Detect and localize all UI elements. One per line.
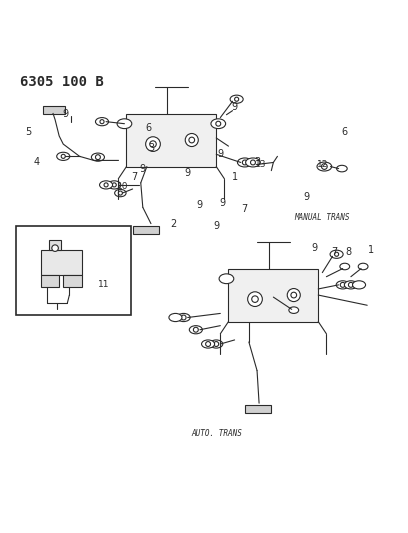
Text: 1: 1	[368, 245, 375, 255]
Text: AUTO. TRANS: AUTO. TRANS	[192, 429, 243, 438]
Bar	[133, 225, 159, 234]
Text: 9: 9	[217, 149, 224, 159]
Ellipse shape	[100, 181, 113, 189]
Text: 9: 9	[140, 164, 146, 174]
Circle shape	[287, 288, 300, 302]
Circle shape	[206, 342, 211, 346]
Circle shape	[95, 155, 100, 159]
Circle shape	[100, 119, 104, 124]
Circle shape	[104, 183, 108, 187]
Ellipse shape	[330, 250, 343, 259]
Text: 11: 11	[98, 280, 110, 289]
Circle shape	[193, 327, 198, 332]
Circle shape	[185, 133, 198, 147]
Bar	[43, 106, 65, 114]
Ellipse shape	[177, 313, 190, 321]
Text: 4: 4	[33, 157, 40, 167]
Ellipse shape	[117, 119, 132, 128]
Ellipse shape	[169, 313, 182, 321]
Bar	[49, 240, 61, 250]
Text: 9: 9	[311, 243, 317, 253]
Text: 3: 3	[148, 143, 154, 153]
Ellipse shape	[202, 340, 215, 348]
Text: 5: 5	[25, 127, 32, 137]
Text: 6: 6	[341, 127, 348, 137]
Circle shape	[189, 137, 195, 143]
Circle shape	[52, 245, 58, 252]
Bar	[16, 225, 131, 316]
Ellipse shape	[91, 153, 104, 161]
Ellipse shape	[211, 119, 226, 128]
Text: 7: 7	[331, 247, 338, 257]
Circle shape	[235, 97, 239, 101]
Ellipse shape	[95, 118, 109, 126]
Text: 2: 2	[170, 219, 177, 229]
Text: 9: 9	[197, 200, 203, 211]
Ellipse shape	[219, 274, 234, 284]
Ellipse shape	[237, 158, 252, 167]
Ellipse shape	[358, 263, 368, 270]
Text: 7: 7	[131, 172, 138, 182]
Bar	[228, 269, 318, 321]
Text: 1: 1	[231, 172, 238, 182]
Circle shape	[118, 191, 122, 195]
Text: 3: 3	[254, 157, 260, 167]
Circle shape	[242, 160, 247, 165]
Bar	[41, 274, 59, 287]
Text: 6305 100 B: 6305 100 B	[20, 75, 104, 88]
Text: 9: 9	[62, 109, 69, 118]
Ellipse shape	[340, 263, 350, 270]
Circle shape	[340, 282, 345, 287]
Ellipse shape	[230, 95, 243, 103]
Circle shape	[216, 121, 221, 126]
Circle shape	[146, 137, 160, 151]
Bar	[41, 250, 82, 274]
Circle shape	[181, 315, 186, 320]
Text: 6: 6	[146, 123, 152, 133]
Text: 8: 8	[346, 247, 352, 257]
Text: 9: 9	[231, 102, 238, 112]
Ellipse shape	[336, 281, 349, 289]
Circle shape	[291, 292, 297, 298]
Text: 9: 9	[184, 168, 191, 177]
Ellipse shape	[57, 152, 70, 160]
Circle shape	[348, 282, 353, 287]
Text: 10: 10	[117, 182, 128, 191]
Text: 13: 13	[255, 160, 266, 169]
Ellipse shape	[289, 307, 299, 313]
Circle shape	[112, 183, 116, 187]
Text: 9: 9	[303, 192, 309, 202]
Bar	[245, 405, 271, 414]
Ellipse shape	[246, 158, 260, 167]
Bar	[126, 114, 216, 166]
Circle shape	[322, 164, 327, 169]
Ellipse shape	[115, 189, 126, 197]
Ellipse shape	[344, 281, 357, 289]
Bar	[63, 274, 82, 287]
Ellipse shape	[189, 326, 202, 334]
Circle shape	[251, 160, 255, 165]
Text: 9: 9	[219, 198, 226, 208]
Ellipse shape	[353, 281, 366, 289]
Text: 9: 9	[213, 221, 220, 231]
Ellipse shape	[108, 181, 121, 189]
Circle shape	[61, 154, 65, 158]
Text: MANUAL TRANS: MANUAL TRANS	[294, 213, 349, 222]
Ellipse shape	[337, 165, 347, 172]
Ellipse shape	[317, 162, 332, 171]
Ellipse shape	[210, 340, 223, 348]
Circle shape	[335, 252, 339, 256]
Circle shape	[150, 141, 156, 147]
Circle shape	[252, 296, 258, 302]
Text: 12: 12	[317, 160, 328, 169]
Text: 7: 7	[242, 204, 248, 214]
Circle shape	[248, 292, 262, 306]
Circle shape	[214, 342, 219, 346]
